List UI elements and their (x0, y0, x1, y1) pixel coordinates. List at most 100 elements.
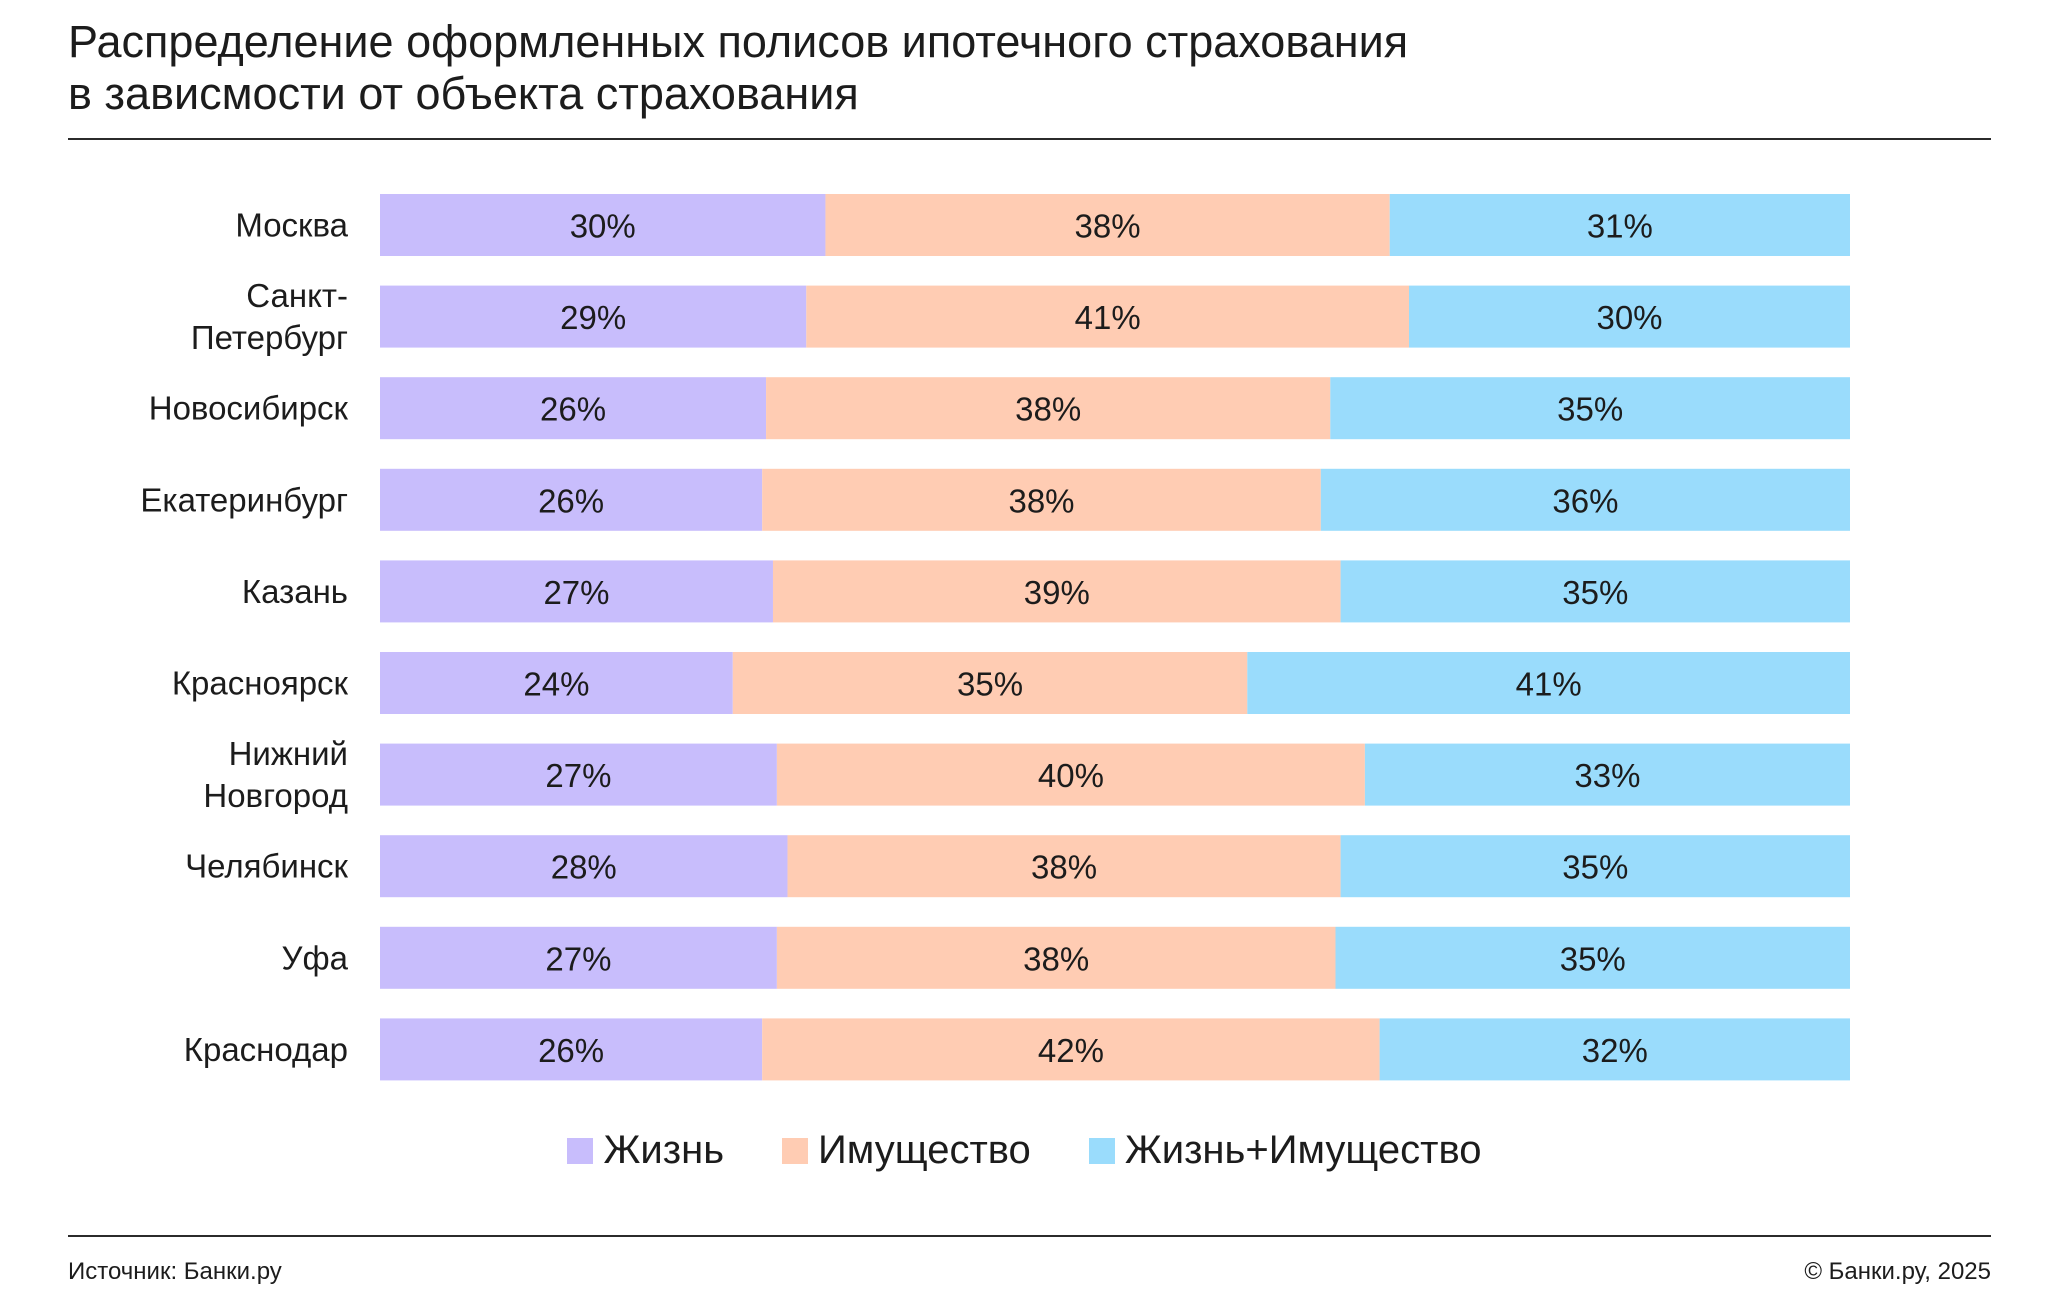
data-label: 26% (538, 1032, 604, 1069)
category-label: Казань (242, 573, 348, 610)
data-label: 35% (1562, 849, 1628, 886)
bar-segment (380, 1018, 763, 1081)
bar-segment (1320, 468, 1850, 531)
bar-segment (825, 194, 1390, 256)
legend-item-life-property: Жизнь+Имущество (1088, 1128, 1482, 1173)
data-label: 26% (540, 391, 606, 428)
bar-segment (1379, 1018, 1850, 1081)
stacked-bar-chart: Москва 30% 38% 31% Санкт- Петербург 29% 41% 30% Н… (140, 194, 1850, 1081)
category-label: Екатеринбург (140, 481, 348, 518)
data-label: 41% (1516, 666, 1582, 703)
data-label: 33% (1574, 757, 1640, 794)
bar-segment (776, 743, 1365, 806)
bar-row: Казань 27% 39% 35% (242, 560, 1850, 623)
source-note: Источник: Банки.ру (68, 1258, 282, 1285)
bar-segment (1364, 743, 1850, 806)
data-label: 38% (1008, 482, 1074, 519)
legend-swatch-property (782, 1137, 809, 1164)
legend-label-property: Имущество (818, 1128, 1031, 1172)
bar-segment (1335, 926, 1850, 989)
bar-segment (787, 835, 1341, 898)
bar-segment (732, 652, 1248, 714)
data-label: 35% (1557, 391, 1623, 428)
data-label: 27% (545, 940, 611, 977)
category-label: Челябинск (185, 848, 348, 885)
bar-segment (380, 652, 733, 714)
legend-label-life-property: Жизнь+Имущество (1124, 1128, 1482, 1172)
bar-segment (380, 926, 777, 989)
bar-segment (380, 743, 777, 806)
bar-row: Уфа 27% 38% 35% (282, 926, 1850, 989)
bar-row: Санкт- Петербург 29% 41% 30% (191, 277, 1850, 356)
data-label: 38% (1075, 208, 1141, 245)
bar-segment (1389, 194, 1850, 256)
bar-segment (380, 285, 807, 348)
bar-segment (806, 285, 1409, 348)
bar-row: Москва 30% 38% 31% (235, 194, 1850, 256)
bar-segment (380, 468, 763, 531)
bar-segment (1340, 835, 1850, 898)
category-label: Нижний (229, 735, 348, 772)
copyright-note: © Банки.ру, 2025 (1804, 1258, 1991, 1285)
category-label: Новгород (203, 777, 348, 814)
legend-swatch-life (567, 1137, 594, 1164)
legend-swatch-life-property (1088, 1137, 1115, 1164)
title-divider (68, 138, 1991, 140)
bar-segment (380, 377, 767, 440)
bar-row: Екатеринбург 26% 38% 36% (140, 468, 1850, 531)
data-label: 24% (523, 666, 589, 703)
data-label: 31% (1587, 208, 1653, 245)
category-label: Санкт- (246, 277, 348, 314)
bar-segment (1247, 652, 1850, 714)
bar-row: Новосибирск 26% 38% 35% (149, 377, 1850, 440)
data-label: 41% (1075, 299, 1141, 336)
bar-segment (1340, 560, 1850, 623)
bar-segment (380, 560, 773, 623)
chart-title: Распределение оформленных полисов ипотеч… (68, 16, 1968, 120)
data-label: 35% (1562, 574, 1628, 611)
footer-divider (68, 1235, 1991, 1237)
data-label: 38% (1031, 849, 1097, 886)
bar-segment (762, 468, 1321, 531)
category-label: Новосибирск (149, 390, 349, 427)
legend-item-property: Имущество (782, 1128, 1031, 1173)
data-label: 28% (551, 849, 617, 886)
category-label: Красноярск (172, 665, 349, 702)
data-label: 26% (538, 482, 604, 519)
category-label: Петербург (191, 319, 348, 356)
category-label: Уфа (282, 939, 349, 976)
data-label: 29% (560, 299, 626, 336)
bar-row: Краснодар 26% 42% 32% (184, 1018, 1850, 1081)
data-label: 30% (570, 208, 636, 245)
bar-segment (1330, 377, 1850, 440)
bar-row: Челябинск 28% 38% 35% (185, 835, 1850, 898)
chart-title-line-1: Распределение оформленных полисов ипотеч… (68, 16, 1409, 67)
category-label: Москва (235, 207, 348, 244)
data-label: 38% (1015, 391, 1081, 428)
bar-segment (380, 194, 826, 256)
bar-segment (766, 377, 1331, 440)
data-label: 27% (543, 574, 609, 611)
legend-label-life: Жизнь (603, 1128, 725, 1172)
chart-title-line-2: в зависмости от объекта страхования (68, 68, 859, 119)
data-label: 39% (1024, 574, 1090, 611)
data-label: 40% (1038, 757, 1104, 794)
bar-row: Нижний Новгород 27% 40% 33% (203, 735, 1850, 814)
bar-segment (772, 560, 1341, 623)
data-label: 35% (1560, 940, 1626, 977)
data-label: 30% (1596, 299, 1662, 336)
data-label: 27% (545, 757, 611, 794)
data-label: 32% (1582, 1032, 1648, 1069)
data-label: 35% (957, 666, 1023, 703)
data-label: 42% (1038, 1032, 1104, 1069)
bar-segment (762, 1018, 1380, 1081)
chart-legend: Жизнь Имущество Жизнь+Имущество (0, 1128, 2049, 1173)
data-label: 38% (1023, 940, 1089, 977)
bar-segment (380, 835, 788, 898)
bar-segment (1409, 285, 1850, 348)
bar-segment (776, 926, 1336, 989)
category-label: Краснодар (184, 1031, 348, 1068)
legend-item-life: Жизнь (567, 1128, 724, 1173)
data-label: 36% (1552, 482, 1618, 519)
bar-row: Красноярск 24% 35% 41% (172, 652, 1850, 714)
